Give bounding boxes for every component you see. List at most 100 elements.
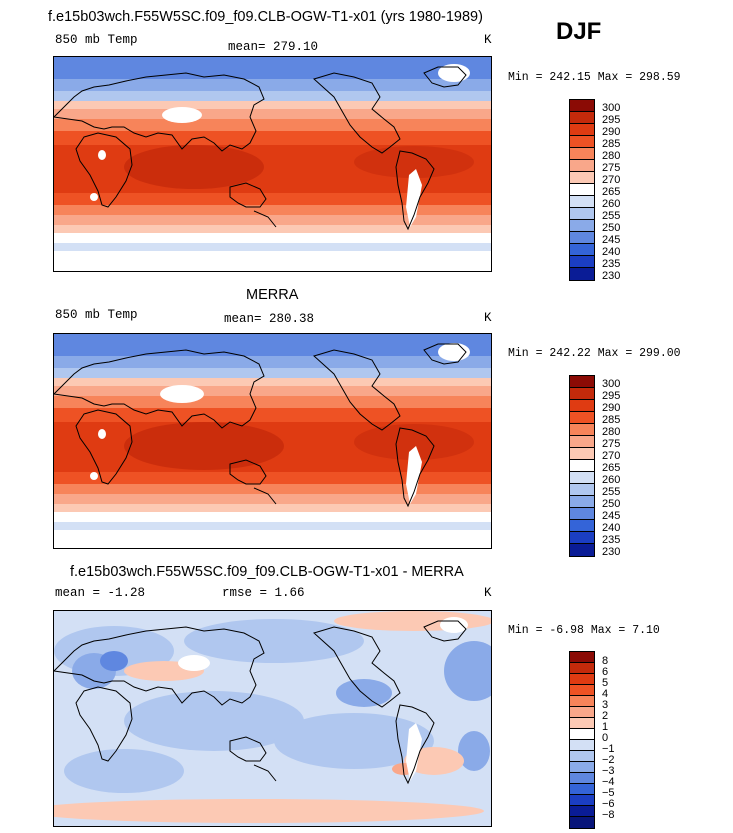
panel-2-colorbar-tick: 275 <box>602 438 621 450</box>
panel-3-mean-label: mean = -1.28 <box>55 586 146 600</box>
panel-3-colorbar-swatch <box>570 740 594 751</box>
panel-2-colorbar-swatch <box>570 388 594 400</box>
panel-1-colorbar-tick: 300 <box>602 102 621 114</box>
panel-3-colorbar-swatch <box>570 652 594 663</box>
panel-2-colorbar-swatch <box>570 496 594 508</box>
panel-3-colorbar-tick: 3 <box>602 699 609 711</box>
panel-2-colorbar-swatch <box>570 484 594 496</box>
panel-2-colorbar-swatch <box>570 544 594 556</box>
panel-3-units-label: K <box>484 586 492 600</box>
panel-2-colorbar-tick: 240 <box>602 522 621 534</box>
panel-3-colorbar-swatch <box>570 784 594 795</box>
panel-2-colorbar-swatch <box>570 508 594 520</box>
panel-2-map-svg <box>54 334 491 548</box>
panel-1-colorbar-tick: 260 <box>602 198 621 210</box>
panel-3-map-svg <box>54 611 491 826</box>
panel-3-colorbar-tick: 6 <box>602 666 609 678</box>
panel-3-colorbar-swatch <box>570 663 594 674</box>
panel-1-colorbar-tick: 230 <box>602 270 621 282</box>
panel-1-colorbar-swatch <box>570 196 594 208</box>
panel-1-colorbar-swatch <box>570 208 594 220</box>
panel-1-colorbar-swatch <box>570 124 594 136</box>
panel-2-min-max: Min = 242.22 Max = 299.00 <box>508 347 681 360</box>
panel-1-colorbar-swatch <box>570 232 594 244</box>
panel-1-colorbar-tick: 265 <box>602 186 621 198</box>
panel-2-colorbar-tick: 250 <box>602 498 621 510</box>
panel-1-colorbar-swatch <box>570 172 594 184</box>
panel-1-map <box>53 56 492 272</box>
panel-3-map <box>53 610 492 827</box>
panel-3-title: f.e15b03wch.F55W5SC.f09_f09.CLB-OGW-T1-x… <box>70 564 464 580</box>
panel-3-colorbar-swatch <box>570 817 594 828</box>
panel-1-variable-label: 850 mb Temp <box>55 33 138 47</box>
panel-1-colorbar-swatch <box>570 268 594 280</box>
panel-1-colorbar-tick: 270 <box>602 174 621 186</box>
panel-1-colorbar-tick: 245 <box>602 234 621 246</box>
panel-3-colorbar-tick: 5 <box>602 677 609 689</box>
panel-1-colorbar-swatch <box>570 256 594 268</box>
panel-3-colorbar-swatch <box>570 762 594 773</box>
panel-2-variable-label: 850 mb Temp <box>55 308 138 322</box>
panel-1-min-max: Min = 242.15 Max = 298.59 <box>508 71 681 84</box>
panel-1-colorbar-swatch <box>570 148 594 160</box>
panel-1-colorbar-tick: 250 <box>602 222 621 234</box>
panel-2-colorbar-swatch <box>570 520 594 532</box>
panel-3-rmse-label: rmse = 1.66 <box>222 586 305 600</box>
panel-3-colorbar-swatch <box>570 751 594 762</box>
panel-2-colorbar-swatch <box>570 472 594 484</box>
panel-1-colorbar-tick: 285 <box>602 138 621 150</box>
panel-3-colorbar-tick: −5 <box>602 787 615 799</box>
panel-3-colorbar-tick: −6 <box>602 798 615 810</box>
panel-2-colorbar-swatch <box>570 532 594 544</box>
panel-2-colorbar-swatch <box>570 376 594 388</box>
season-label: DJF <box>556 18 602 45</box>
panel-1-colorbar-tick: 290 <box>602 126 621 138</box>
panel-1-colorbar-swatch <box>570 184 594 196</box>
panel-2-colorbar-tick: 280 <box>602 426 621 438</box>
panel-3-min-max: Min = -6.98 Max = 7.10 <box>508 624 660 637</box>
panel-1-colorbar <box>569 99 595 281</box>
panel-2-units-label: K <box>484 311 492 325</box>
panel-3-colorbar-tick: 0 <box>602 732 609 744</box>
panel-1-colorbar-tick: 235 <box>602 258 621 270</box>
panel-3-colorbar-tick: 4 <box>602 688 609 700</box>
panel-1-colorbar-swatch <box>570 160 594 172</box>
panel-3-colorbar-tick: −2 <box>602 754 615 766</box>
panel-3-colorbar-tick: −3 <box>602 765 615 777</box>
panel-3-colorbar-swatch <box>570 674 594 685</box>
panel-2-colorbar-tick: 270 <box>602 450 621 462</box>
panel-3-colorbar-swatch <box>570 685 594 696</box>
panel-3-colorbar-tick: −8 <box>602 809 615 821</box>
panel-3-colorbar-swatch <box>570 696 594 707</box>
panel-1-units-label: K <box>484 33 492 47</box>
panel-3-colorbar-swatch <box>570 707 594 718</box>
panel-1-colorbar-swatch <box>570 112 594 124</box>
panel-2-colorbar-swatch <box>570 460 594 472</box>
panel-3-colorbar-swatch <box>570 773 594 784</box>
panel-2-colorbar-tick: 300 <box>602 378 621 390</box>
panel-3-colorbar-tick: −1 <box>602 743 615 755</box>
panel-1-colorbar-tick: 240 <box>602 246 621 258</box>
panel-2-colorbar-tick: 230 <box>602 546 621 558</box>
panel-1-colorbar-swatch <box>570 100 594 112</box>
panel-1-colorbar-tick: 280 <box>602 150 621 162</box>
panel-2-colorbar-tick: 290 <box>602 402 621 414</box>
panel-3-colorbar <box>569 651 595 829</box>
panel-2-colorbar-tick: 245 <box>602 510 621 522</box>
panel-2-map <box>53 333 492 549</box>
panel-2-colorbar <box>569 375 595 557</box>
panel-2-colorbar-tick: 285 <box>602 414 621 426</box>
panel-3-colorbar-tick: 2 <box>602 710 609 722</box>
panel-3-colorbar-swatch <box>570 718 594 729</box>
panel-3-colorbar-tick: −4 <box>602 776 615 788</box>
panel-2-colorbar-swatch <box>570 436 594 448</box>
panel-1-mean-label: mean= 279.10 <box>228 40 319 54</box>
panel-3-colorbar-tick: 8 <box>602 655 609 667</box>
panel-2-colorbar-swatch <box>570 424 594 436</box>
panel-2-colorbar-swatch <box>570 448 594 460</box>
panel-1-colorbar-swatch <box>570 136 594 148</box>
panel-2-colorbar-tick: 295 <box>602 390 621 402</box>
panel-2-colorbar-swatch <box>570 400 594 412</box>
panel-3-colorbar-swatch <box>570 806 594 817</box>
panel-1-colorbar-swatch <box>570 220 594 232</box>
